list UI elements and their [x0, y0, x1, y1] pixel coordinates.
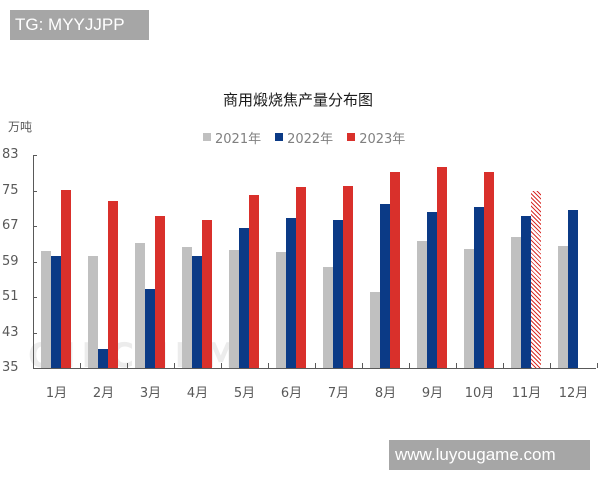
y-tick-label: 43: [2, 324, 19, 340]
bar-2022-5: [238, 227, 249, 368]
bar-2021-12: [557, 245, 568, 368]
x-tick-mark: [362, 363, 363, 368]
bar-2021-11: [510, 236, 521, 368]
bar-2021-7: [322, 266, 333, 368]
x-tick-label: 11月: [511, 386, 542, 401]
x-tick-mark: [550, 363, 551, 368]
legend-label-2022: 2022年: [287, 131, 334, 147]
bar-2022-6: [285, 218, 296, 368]
bar-2021-5: [228, 250, 239, 368]
legend-label-2021: 2021年: [215, 131, 262, 147]
legend-label-2023: 2023年: [359, 131, 406, 147]
bar-2023-6: [296, 187, 307, 368]
x-tick-label: 10月: [464, 386, 495, 401]
legend-item-2022: 2022年: [275, 128, 334, 147]
x-tick-label: 1月: [45, 386, 68, 401]
bar-2023-4: [202, 219, 213, 368]
y-axis-unit: 万吨: [8, 120, 33, 134]
x-tick-label: 5月: [233, 386, 256, 401]
x-tick-mark: [174, 363, 175, 368]
x-tick-mark: [597, 363, 598, 368]
legend-swatch-2023: [347, 133, 356, 141]
x-tick-label: 3月: [139, 386, 162, 401]
bar-2022-3: [144, 288, 155, 368]
y-tick-mark: [33, 190, 37, 192]
x-tick-label: 2月: [92, 386, 115, 401]
y-tick-mark: [33, 155, 37, 156]
x-axis: [33, 368, 596, 369]
x-tick-label: 7月: [327, 386, 350, 401]
bar-2023-2: [108, 201, 119, 368]
y-tick-mark: [33, 297, 37, 298]
x-tick-mark: [503, 363, 504, 368]
bar-2023-5: [249, 195, 260, 368]
bar-2021-4: [181, 247, 192, 368]
bar-2023-10: [484, 172, 495, 368]
legend-item-2021: 2021年: [203, 128, 262, 147]
legend-swatch-2022: [275, 133, 284, 141]
y-tick-mark: [33, 332, 37, 334]
bar-2022-8: [379, 204, 390, 368]
x-tick-label: 9月: [421, 386, 444, 401]
x-tick-label: 12月: [558, 386, 589, 401]
bar-2022-4: [191, 256, 202, 368]
bar-2021-2: [87, 256, 98, 368]
bar-2022-12: [567, 210, 578, 368]
x-tick-label: 6月: [280, 386, 303, 401]
bar-2022-11: [520, 215, 531, 368]
bar-2021-6: [275, 251, 286, 368]
x-tick-mark: [80, 363, 81, 368]
chart-legend: 2021年 2022年 2023年: [203, 128, 406, 147]
x-tick-label: 8月: [374, 386, 397, 401]
bar-2023-3: [155, 215, 166, 368]
bar-2022-10: [473, 206, 484, 368]
bar-2023-9: [437, 166, 448, 368]
chart-title: 商用煅烧焦产量分布图: [222, 91, 373, 109]
y-tick-label: 67: [2, 218, 19, 233]
y-tick-label: 83: [2, 147, 19, 162]
y-tick-mark: [33, 261, 37, 263]
y-tick-label: 51: [2, 289, 19, 304]
bar-2022-7: [332, 219, 343, 368]
x-tick-mark: [221, 363, 222, 368]
bar-2022-9: [426, 211, 437, 368]
bar-2023-7: [343, 186, 354, 368]
legend-item-2023: 2023年: [347, 128, 406, 147]
bar-2021-1: [40, 250, 51, 368]
y-tick-label: 75: [2, 182, 19, 198]
watermark-tag-bottom: www.luyougame.com: [389, 440, 590, 470]
x-tick-mark: [127, 363, 128, 368]
bar-2023-11: [531, 190, 542, 368]
y-tick-label: 59: [2, 253, 19, 269]
bar-2023-8: [390, 172, 401, 368]
bar-2022-1: [50, 256, 61, 368]
y-tick-mark: [33, 226, 37, 227]
watermark-tag-top: TG: MYYJJPP: [10, 10, 149, 40]
y-tick-label: 35: [2, 360, 19, 375]
x-tick-mark: [409, 363, 410, 368]
y-tick-mark: [33, 368, 37, 369]
bar-2023-1: [61, 190, 72, 368]
bar-2022-2: [97, 349, 108, 368]
x-tick-mark: [456, 363, 457, 368]
bar-2021-9: [416, 241, 427, 368]
bar-2021-10: [463, 248, 474, 368]
x-tick-label: 4月: [186, 386, 209, 401]
x-tick-mark: [315, 363, 316, 368]
legend-swatch-2021: [203, 133, 211, 141]
x-tick-mark: [268, 363, 269, 368]
bar-2021-3: [134, 243, 145, 368]
bar-2021-8: [369, 292, 380, 368]
